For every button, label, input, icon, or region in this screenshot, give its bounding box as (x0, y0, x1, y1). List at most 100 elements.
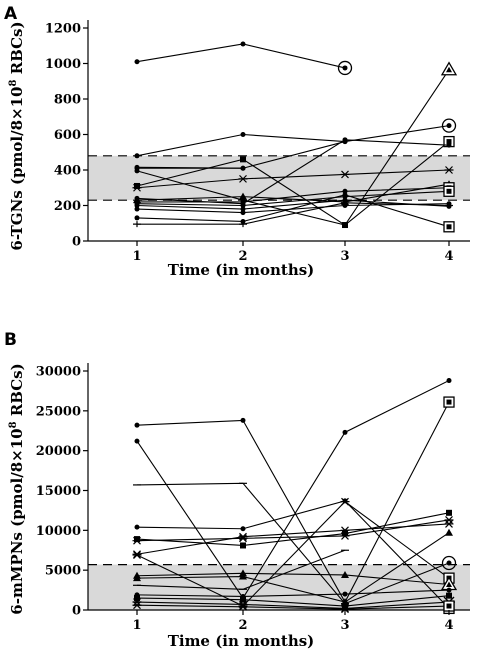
panel-b-series-6-point-star (340, 531, 350, 540)
panel-a-series-6-point-star (340, 170, 350, 179)
panel-b-series-7-point-star (444, 520, 454, 528)
panel-b-y-tick-label: 30000 (36, 365, 81, 380)
panel-b-series-6-line (136, 519, 450, 542)
panel-b-series-4-point-dot (134, 524, 140, 530)
panel-b-series-10-line (136, 532, 450, 603)
panel-a-series-8-line (136, 139, 450, 205)
panel-b-series-4-point-dot (240, 526, 246, 532)
panel-a-band-fill (88, 155, 470, 201)
panel-a-y-tick-label: 800 (54, 93, 81, 108)
panel-a-y-tick-label: 200 (54, 199, 81, 214)
panel-b-y-tick-label: 5000 (45, 564, 81, 579)
panel-a-series-1-point-dot (134, 59, 140, 65)
panel-b-y-ticks: 0 5000 10000 15000 20000 25000 30000 (36, 365, 88, 619)
panel-a-series-4-line (136, 69, 450, 226)
panel-a-series-5-point-dot (240, 165, 246, 171)
panel-a-series-6 (132, 166, 454, 192)
panel-b-series-2-point-dot (446, 378, 452, 384)
panel-a-series-11-point-dot (240, 203, 246, 208)
panel-b-series-5-point-square (134, 536, 140, 543)
panel-b-x-axis-title: Time (in months) (168, 632, 315, 650)
panel-b-series-15-point-star (238, 602, 248, 611)
panel-b-series-5-point-square (446, 509, 452, 516)
panel-a-series-2 (134, 132, 348, 159)
panel-b-series-15-line (136, 604, 450, 610)
panel-b-series-9-point-triangle (341, 570, 349, 578)
panel-b-series-12-line (136, 589, 450, 598)
panel-a-series-5 (134, 165, 246, 171)
panel-b-x-tick-label: 4 (444, 618, 453, 633)
panel-a-series (132, 41, 458, 233)
panel-b-y-tick-label: 0 (72, 604, 81, 619)
panel-a-series-12-point-dot (134, 203, 140, 208)
panel-a-series-1 (134, 41, 353, 76)
panel-b-series-6-point-star (132, 536, 142, 545)
panel-a-y-axis-title-main: 6-TGNs (pmol/8×10 (8, 87, 26, 251)
panel-b-series-1-point-end-square-core (446, 399, 452, 405)
panel-b-series-4-line (136, 500, 450, 609)
panel-a-series-2-line (136, 133, 346, 157)
panel-a-y-axis-title-tail: RBCs) (8, 21, 26, 79)
panel-b-series-10-point-triangle (133, 574, 141, 582)
panel-b-series-5-point-square (240, 542, 246, 549)
panel-b-y-axis-title-tail: RBCs) (8, 363, 26, 421)
panel-b-series-10-point-triangle (239, 572, 247, 580)
panel-a-series-9-line (136, 183, 450, 203)
panel-b-series-13-point-square (342, 603, 348, 610)
panel-b-y-tick-label: 10000 (36, 524, 81, 539)
panel-b-series-13 (134, 592, 452, 610)
panel-a-series-15-point-tick (133, 221, 141, 228)
panel-a-series-14-point-dot (342, 192, 348, 198)
panel-a-y-ticks: 0 200 400 600 800 1000 1200 (45, 22, 88, 250)
panel-a-series-3-point-end-circle-dot (446, 123, 452, 129)
panel-b-series-10-point-triangle (445, 528, 453, 536)
panel-b-y-axis-title-sup: 8 (8, 421, 19, 428)
panel-b-x-tick-label: 2 (238, 618, 247, 633)
panel-a-series-10-point-dot (342, 188, 348, 194)
panel-a-y-tick-label: 600 (54, 128, 81, 143)
panel-b-series-6-point-star (444, 516, 454, 524)
panel-b-series-5-line (136, 512, 450, 547)
panel-a-series-13-point-dot (134, 206, 140, 212)
panel-a-x-axis-title: Time (in months) (168, 261, 315, 279)
panel-a-series-7-line (136, 141, 450, 226)
panel-b-series-2-point-dot (134, 438, 140, 444)
panel-b-series-5-point-square (342, 530, 348, 537)
panel-b-y-axis-title: 6-mMPNs (pmol/8×108 RBCs) (8, 363, 26, 614)
panel-a-series-1-point-end-circle (337, 60, 353, 76)
panel-a-x-ticks: 1 2 3 4 (132, 241, 454, 264)
panel-a-series-15-point-tick (341, 199, 349, 206)
panel-a-y-axis-title: 6-TGNs (pmol/8×108 RBCs) (8, 21, 26, 250)
panel-a-series-7-point-end-square-core (446, 139, 452, 145)
panel-a-series-1-line (136, 43, 346, 69)
panel-a-series-2-point-dot (240, 132, 246, 137)
panel-a-series-13-point-dot (240, 210, 246, 216)
panel-a-series-2-point-dot (134, 153, 140, 159)
panel-b-series-9-point-end-triangle-core (446, 581, 452, 588)
panel-a-y-tick-label: 1200 (45, 22, 81, 37)
panel-b-series-7-point-star (238, 532, 248, 541)
panel-a-series-14-point-dot (134, 215, 140, 221)
panel-b-series-6-point-star (238, 534, 248, 543)
panel-a-series-7-point-square (342, 222, 348, 229)
panel-b-series-6 (132, 516, 454, 545)
panel-b-series-3-line (136, 482, 450, 605)
panel-b-series-15 (132, 600, 455, 614)
panel-b-series-15-point-star (132, 601, 142, 610)
panel-b-series-8-line (136, 500, 450, 607)
panel-b-series-9-line (136, 572, 450, 586)
panel-b-y-axis-title-main: 6-mMPNs (pmol/8×10 (8, 428, 26, 614)
panel-a-x-tick-label: 3 (340, 249, 349, 264)
panel-b-series-13-point-square (240, 596, 246, 603)
panel-b-series-8-point-star (340, 497, 350, 506)
panel-a-series-15-point-tick (239, 221, 247, 228)
panel-b-series-13-point-square (446, 592, 452, 599)
panel-a-series-15-point-tick (445, 202, 453, 209)
panel-a-series-1-point-end-circle-dot (342, 65, 348, 71)
panel-b-x-tick-label: 1 (132, 618, 141, 633)
panel-b-series-1-line (136, 401, 450, 604)
panel-a-y-tick-label: 0 (72, 235, 81, 250)
panel-a-series-12-line (136, 199, 450, 210)
panel-b-series-1-point-dot (240, 417, 246, 423)
panel-b-series-7-point-star (340, 526, 350, 535)
